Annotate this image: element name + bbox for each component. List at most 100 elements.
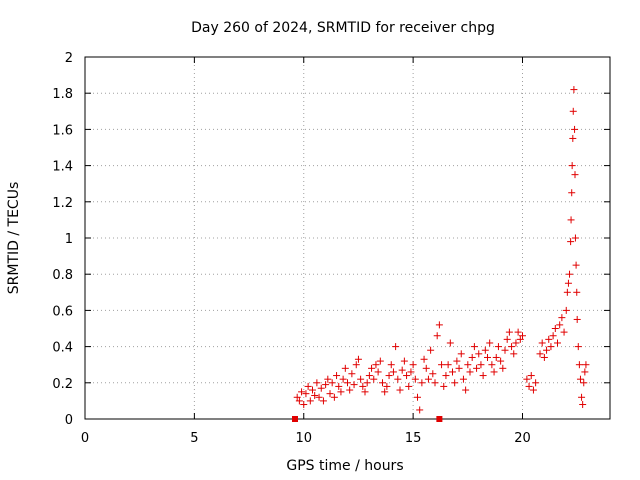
y-tick-label: 1.2 [52, 196, 73, 211]
data-point [422, 364, 430, 372]
data-point [563, 288, 571, 296]
data-point [341, 364, 349, 372]
data-point [578, 393, 586, 401]
x-tick-label: 15 [405, 431, 422, 446]
data-point [514, 328, 522, 336]
y-tick-label: 0.8 [52, 268, 73, 283]
data-point [319, 397, 327, 405]
data-gap-marker [436, 416, 443, 422]
data-point [409, 361, 417, 369]
data-point [580, 379, 588, 387]
data-point [337, 388, 345, 396]
data-point [575, 361, 583, 369]
data-point [560, 328, 568, 336]
y-tick-label: 0.6 [52, 304, 73, 319]
data-point [497, 357, 505, 365]
data-point [376, 357, 384, 365]
data-point [335, 382, 343, 390]
data-point [540, 353, 548, 361]
data-point [523, 375, 531, 383]
data-point [361, 388, 369, 396]
data-point [562, 306, 570, 314]
data-point [568, 162, 576, 170]
data-point [490, 368, 498, 376]
x-axis-label: GPS time / hours [286, 458, 403, 474]
data-point [324, 375, 332, 383]
data-point [573, 288, 581, 296]
data-point [381, 388, 389, 396]
data-point [346, 386, 354, 394]
data-point [368, 364, 376, 372]
data-point [453, 357, 461, 365]
data-point [464, 361, 472, 369]
data-point [554, 339, 561, 347]
data-point [451, 379, 459, 387]
data-point [302, 390, 310, 398]
data-point [446, 339, 454, 347]
data-point [359, 382, 367, 390]
data-point [508, 343, 516, 351]
data-point [573, 315, 581, 323]
data-point [567, 216, 575, 224]
data-point [488, 361, 496, 369]
data-point [581, 368, 589, 376]
data-point [547, 343, 555, 351]
data-point [571, 234, 579, 242]
data-point [444, 361, 452, 369]
data-point [545, 335, 553, 343]
data-point [300, 401, 308, 409]
data-point [309, 386, 316, 394]
data-gap-markers [292, 416, 443, 422]
data-point [570, 86, 578, 94]
data-point [486, 339, 494, 347]
data-point [551, 325, 559, 332]
grid-lines [85, 57, 610, 419]
data-point [579, 401, 587, 409]
data-point [400, 357, 408, 365]
chart-title: Day 260 of 2024, SRMTID for receiver chp… [191, 20, 495, 36]
data-point [566, 270, 574, 278]
data-point [438, 361, 446, 369]
data-point [394, 375, 402, 383]
data-point [306, 397, 314, 405]
data-point [344, 379, 351, 387]
data-point [492, 353, 500, 361]
data-point [558, 314, 566, 322]
data-point [374, 368, 382, 376]
data-point [420, 355, 428, 363]
data-point [459, 375, 467, 383]
data-point [431, 379, 439, 387]
y-tick-label: 0.4 [52, 341, 73, 356]
data-point [501, 346, 509, 354]
data-point [317, 384, 325, 392]
data-point [556, 321, 564, 329]
data-point [449, 368, 456, 376]
data-points [293, 86, 590, 414]
data-point [403, 372, 411, 380]
x-tick-label: 20 [514, 431, 531, 446]
data-point [405, 382, 413, 390]
data-point [527, 372, 535, 380]
data-point [313, 379, 321, 387]
data-point [536, 350, 544, 358]
data-point [512, 339, 520, 347]
data-point [389, 368, 397, 376]
y-tick-label: 0 [65, 413, 73, 428]
data-point [564, 279, 572, 287]
y-tick-label: 1.8 [52, 87, 73, 102]
data-point [348, 370, 356, 378]
data-point [383, 382, 391, 390]
data-point [311, 391, 319, 399]
data-point [473, 364, 481, 372]
data-point [569, 134, 577, 142]
data-point [529, 386, 537, 394]
data-point [407, 368, 415, 376]
x-tick-label: 10 [295, 431, 312, 446]
plot-frame [84, 56, 611, 420]
data-gap-marker [292, 416, 298, 422]
data-point [295, 397, 303, 405]
data-point [499, 364, 507, 372]
data-point [574, 343, 582, 351]
data-point [433, 332, 441, 340]
data-point [505, 328, 513, 336]
